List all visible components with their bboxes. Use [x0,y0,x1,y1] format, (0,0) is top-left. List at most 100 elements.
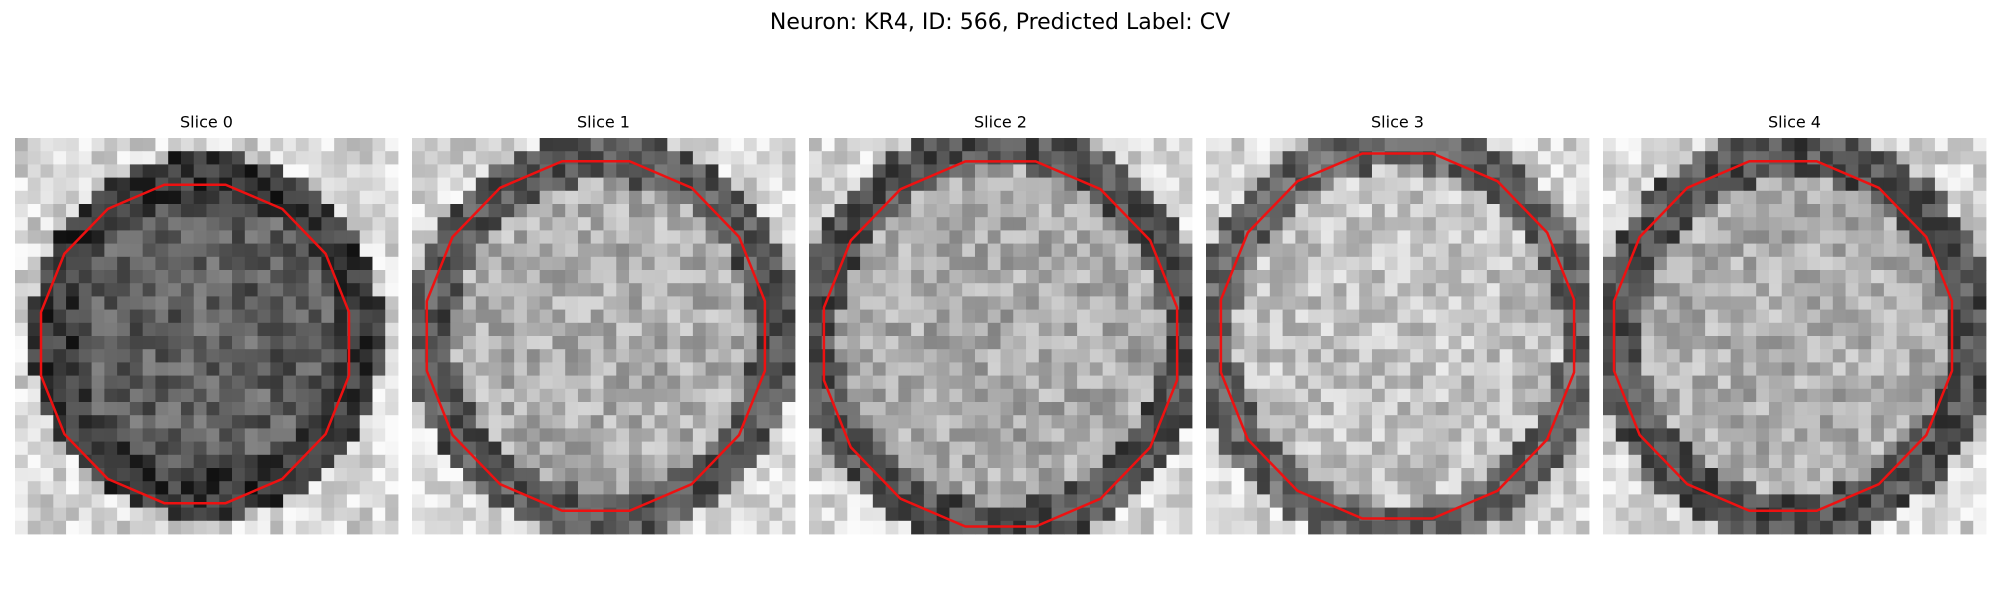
pixel [168,309,182,324]
pixel [782,428,796,442]
pixel [308,164,322,178]
pixel [78,415,92,429]
panel-title: Slice 1 [577,113,630,132]
pixel [1717,322,1732,337]
pixel [1077,468,1091,482]
pixel [180,270,195,284]
pixel [1845,256,1859,271]
pixel [552,217,566,231]
pixel [244,415,258,429]
pixel [450,177,464,192]
pixel [1832,296,1846,310]
pixel [1717,283,1732,297]
pixel [539,362,553,376]
pixel [1576,217,1590,231]
pixel [321,270,335,284]
pixel [475,256,489,271]
pixel [1883,151,1898,165]
pixel [1026,494,1040,508]
pixel [1845,177,1859,192]
pixel [1295,494,1309,508]
pixel [1269,362,1283,376]
pixel [1231,164,1245,178]
pixel [1077,217,1091,231]
pixel [641,190,655,205]
pixel [898,336,912,350]
pixel [1486,468,1501,482]
pixel [1257,375,1271,390]
pixel [488,164,502,178]
pixel [743,349,758,363]
pixel [91,243,105,258]
pixel [193,270,207,284]
pixel [718,362,732,376]
pixel [1320,520,1335,535]
pixel [1679,349,1693,363]
pixel [142,336,156,350]
pixel [616,454,630,469]
pixel [91,507,105,522]
pixel [488,402,502,416]
pixel [834,164,848,178]
pixel [15,243,29,258]
pixel [1883,362,1898,376]
pixel [1140,507,1155,522]
pixel [1909,349,1923,363]
pixel [514,322,528,337]
pixel [1269,520,1283,535]
pixel [1166,481,1180,495]
pixel [911,481,925,495]
pixel [1537,494,1552,508]
pixel [1883,494,1898,508]
pixel [1641,296,1655,310]
pixel [821,481,835,495]
pixel [1666,336,1680,350]
pixel [1320,388,1335,403]
pixel [1896,190,1910,205]
pixel [1973,151,1987,165]
pixel [142,481,156,495]
pixel [53,164,67,178]
pixel [1257,415,1271,429]
pixel [1641,204,1655,218]
pixel [1743,204,1757,218]
pixel [155,388,169,403]
pixel [718,494,732,508]
pixel [1128,283,1142,297]
pixel [1115,322,1129,337]
pixel [1768,336,1783,350]
pixel [1115,520,1129,535]
pixel [705,388,719,403]
pixel [308,309,322,324]
pixel [974,309,989,324]
pixel [782,402,796,416]
pixel [860,256,874,271]
pixel [1140,204,1155,218]
pixel [1102,362,1116,376]
pixel [1410,177,1424,192]
pixel [949,151,963,165]
pixel [1807,256,1821,271]
pixel [1153,375,1167,390]
pixel [412,507,426,522]
pixel [1397,243,1411,258]
pixel [53,138,67,152]
pixel [1909,283,1923,297]
pixel [1576,322,1590,337]
pixel [1537,190,1552,205]
pixel [1705,256,1719,271]
pixel [1934,164,1949,178]
pixel [1858,270,1872,284]
pixel [526,441,541,456]
pixel [1628,494,1642,508]
pixel [1128,441,1142,456]
pixel [847,177,861,192]
pixel [412,520,426,535]
pixel [308,190,322,205]
pixel [1679,322,1693,337]
pixel [78,468,92,482]
pixel [590,402,604,416]
pixel [450,138,464,152]
pixel [1371,256,1386,271]
pixel [1435,190,1449,205]
